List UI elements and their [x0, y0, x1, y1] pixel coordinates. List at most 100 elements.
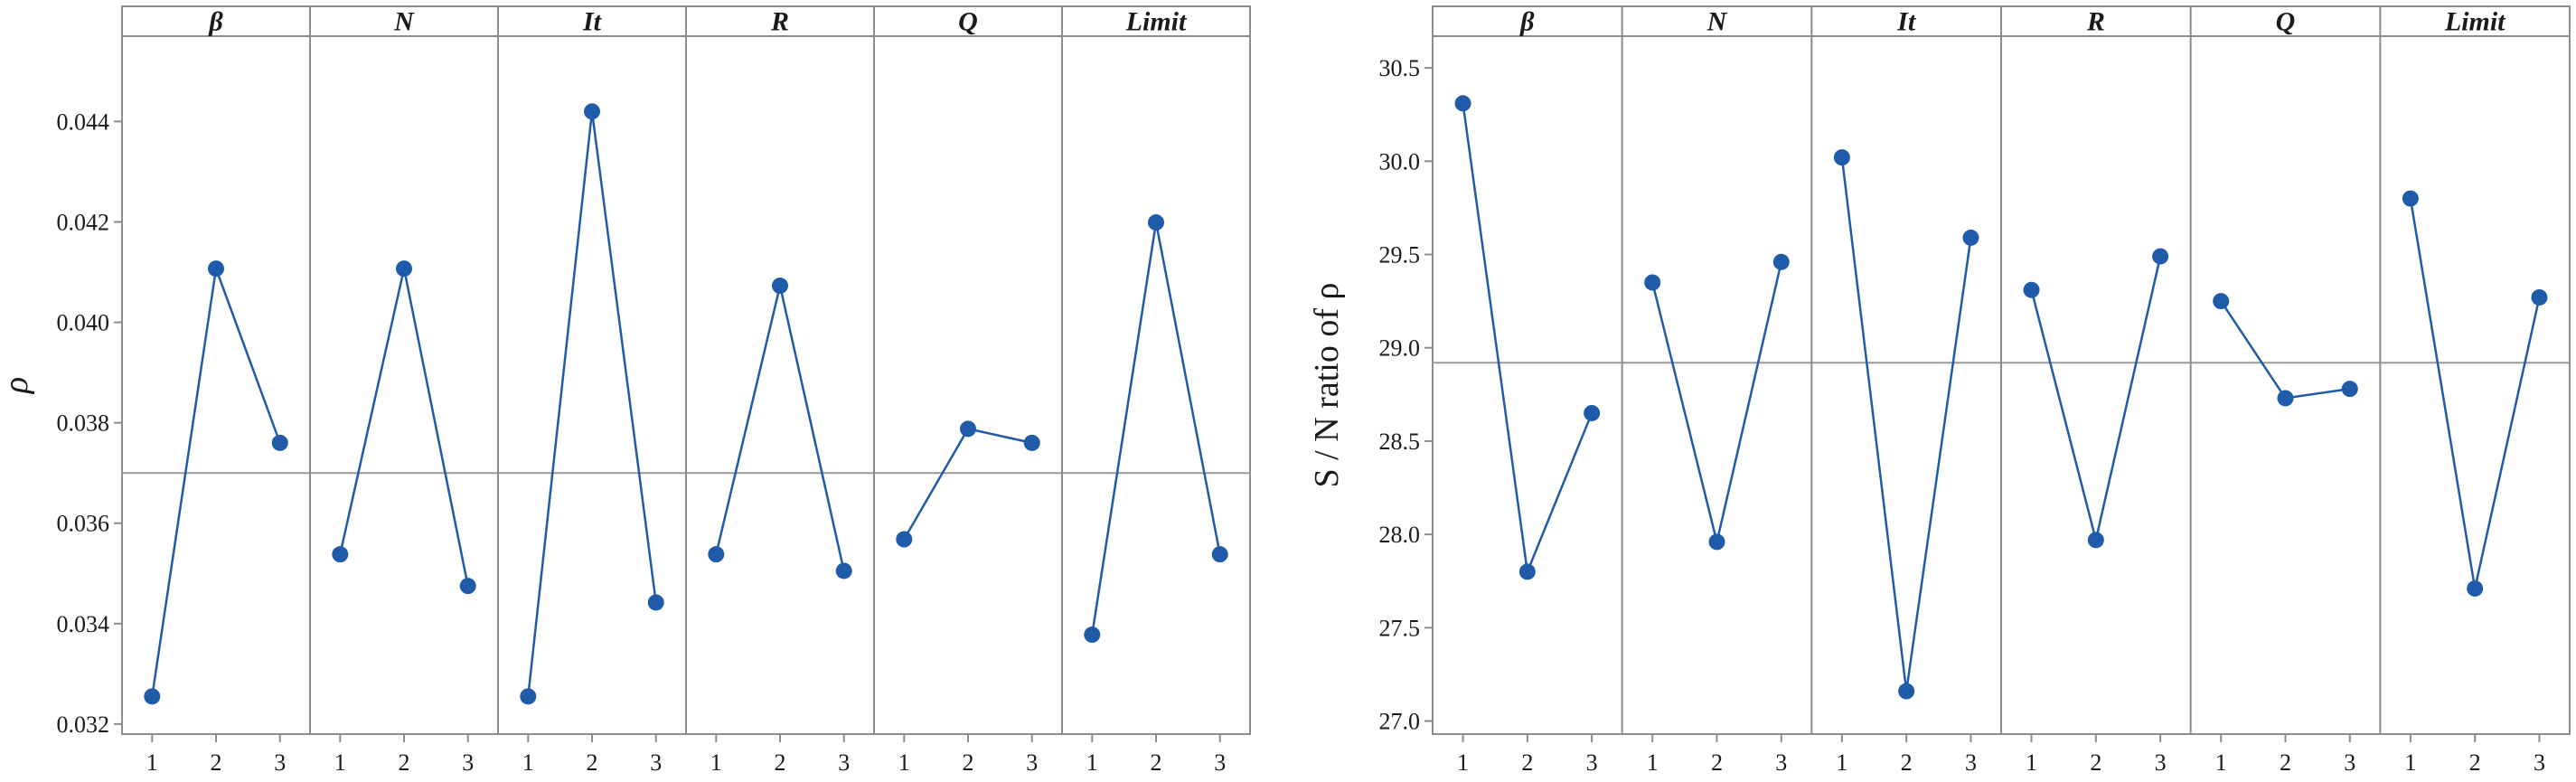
panel-label-r: R	[2086, 7, 2105, 37]
x-tick-label: 2	[399, 749, 410, 776]
panel-label-limit: Limit	[1125, 7, 1188, 37]
y-tick-label: 27.5	[1379, 615, 1421, 641]
y-tick-label: 0.040	[57, 310, 110, 336]
x-tick-label: 3	[2344, 749, 2355, 776]
x-tick-label: 2	[1711, 749, 1723, 776]
x-tick-label: 2	[2090, 749, 2101, 776]
data-point-r-3	[2152, 248, 2169, 265]
data-point-limit-2	[1148, 214, 1164, 231]
x-tick-label: 2	[211, 749, 222, 776]
panel-label-limit: Limit	[2444, 7, 2506, 37]
data-point-limit-1	[1084, 627, 1101, 644]
y-axis-title: ρ	[0, 377, 35, 394]
data-point-q-2	[960, 420, 976, 438]
y-tick-label: 29.5	[1379, 242, 1421, 269]
x-tick-label: 1	[334, 749, 346, 776]
x-tick-label: 1	[1836, 749, 1847, 776]
data-point-limit-3	[1211, 546, 1228, 563]
x-tick-label: 1	[2215, 749, 2227, 776]
x-tick-label: 2	[2469, 749, 2481, 776]
x-tick-label: 2	[2280, 749, 2291, 776]
x-tick-label: 3	[274, 749, 286, 776]
x-tick-label: 2	[1521, 749, 1533, 776]
y-tick-label: 0.036	[57, 511, 110, 537]
data-point-beta-3	[1584, 404, 1601, 421]
x-tick-label: 1	[146, 749, 158, 776]
data-point-limit-1	[2402, 190, 2419, 207]
data-point-beta-1	[1454, 95, 1471, 112]
x-tick-label: 3	[2534, 749, 2545, 776]
data-point-it-2	[584, 103, 600, 120]
x-tick-label: 2	[775, 749, 786, 776]
panel-label-r: R	[770, 7, 789, 37]
panel-label-beta: β	[1519, 7, 1535, 37]
x-tick-label: 1	[898, 749, 910, 776]
data-point-beta-2	[1518, 563, 1536, 580]
y-tick-label: 28.0	[1379, 522, 1421, 548]
x-tick-label: 1	[1086, 749, 1098, 776]
data-point-n-2	[396, 260, 412, 278]
data-point-it-1	[520, 688, 537, 705]
data-point-r-2	[2087, 532, 2104, 549]
x-tick-label: 3	[1214, 749, 1226, 776]
data-point-q-3	[2341, 381, 2358, 398]
panel-label-beta: β	[208, 7, 223, 37]
x-tick-label: 3	[650, 749, 662, 776]
x-tick-label: 3	[838, 749, 850, 776]
x-tick-label: 2	[1901, 749, 1913, 776]
data-point-beta-3	[271, 434, 288, 451]
x-tick-label: 2	[587, 749, 598, 776]
panel-label-q: Q	[2276, 7, 2296, 37]
x-tick-label: 3	[2155, 749, 2167, 776]
x-tick-label: 1	[710, 749, 722, 776]
data-point-q-1	[2213, 293, 2230, 310]
data-point-r-1	[2023, 281, 2040, 298]
y-axis-title: S / N ratio of ρ	[1308, 283, 1346, 488]
data-point-it-1	[1833, 149, 1850, 166]
data-point-n-1	[332, 546, 349, 563]
y-tick-label: 30.5	[1379, 55, 1421, 81]
data-point-n-1	[1644, 274, 1661, 291]
chart-2: β N It R Q Limit 27.0 27.5 28.0 28.5 29.0 29.5 30.0 3…	[1308, 5, 2571, 776]
y-tick-label: 30.0	[1379, 148, 1421, 174]
x-tick-label: 2	[963, 749, 974, 776]
y-tick-label: 28.5	[1379, 429, 1421, 455]
y-tick-label: 29.0	[1379, 335, 1421, 362]
x-tick-label: 3	[462, 749, 474, 776]
data-point-r-2	[772, 278, 788, 295]
data-point-q-2	[2277, 390, 2294, 407]
data-point-it-2	[1898, 683, 1915, 700]
data-point-it-3	[647, 594, 664, 611]
data-point-beta-1	[144, 688, 161, 705]
data-point-q-3	[1023, 434, 1040, 451]
y-tick-label: 27.0	[1379, 709, 1421, 735]
panel-label-it: It	[1896, 7, 1917, 37]
x-tick-label: 1	[2026, 749, 2037, 776]
panel-label-n: N	[1706, 7, 1728, 37]
y-tick-label: 0.038	[57, 410, 110, 437]
x-tick-label: 3	[1026, 749, 1038, 776]
data-point-limit-2	[2467, 579, 2484, 597]
x-tick-label: 1	[1457, 749, 1469, 776]
data-point-it-3	[1962, 229, 1979, 246]
panel-label-it: It	[582, 7, 603, 37]
x-tick-label: 3	[1965, 749, 1977, 776]
data-point-q-1	[896, 531, 913, 548]
x-tick-label: 3	[1775, 749, 1787, 776]
data-point-r-1	[708, 546, 725, 563]
y-tick-label: 0.042	[57, 209, 110, 235]
panel-label-q: Q	[958, 7, 978, 37]
x-tick-label: 1	[2404, 749, 2416, 776]
x-tick-label: 2	[1151, 749, 1162, 776]
data-point-r-3	[835, 562, 852, 579]
chart-1: β N It R Q Limit 0.032 0.034 0.036 0.038 0.040 0.04…	[0, 5, 1251, 776]
data-point-n-3	[459, 578, 476, 595]
x-tick-label: 1	[522, 749, 534, 776]
x-tick-label: 3	[1586, 749, 1598, 776]
data-point-beta-2	[208, 260, 224, 278]
x-tick-label: 1	[1647, 749, 1659, 776]
panel-label-n: N	[393, 7, 415, 37]
y-tick-label: 0.044	[57, 108, 110, 135]
